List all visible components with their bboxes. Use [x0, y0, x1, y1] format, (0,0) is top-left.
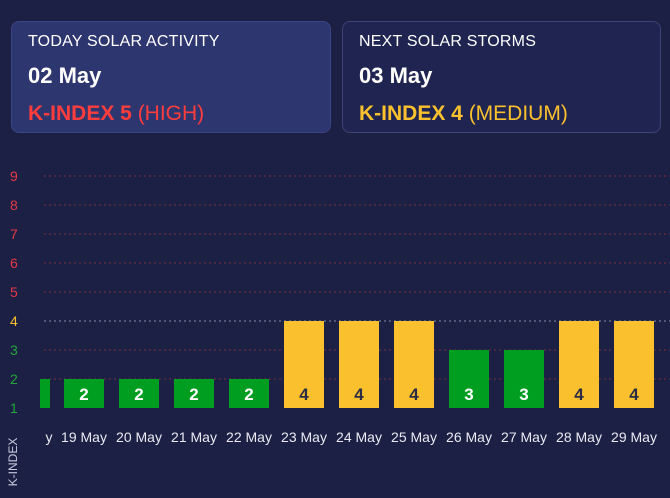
bar-25-may — [394, 321, 434, 408]
x-tick-label: 19 May — [61, 429, 107, 445]
today-kicker: TODAY SOLAR ACTIVITY — [28, 33, 220, 50]
x-tick-label: y — [46, 429, 53, 445]
x-tick-label: 24 May — [336, 429, 382, 445]
next-k-level: (MEDIUM) — [462, 102, 568, 125]
today-k-value: K-INDEX 5 — [28, 102, 132, 125]
y-tick-8: 8 — [10, 197, 18, 213]
x-tick-label: 20 May — [116, 429, 162, 445]
today-k-index: K-INDEX 5 (HIGH) — [28, 102, 314, 126]
x-tick-label: 23 May — [281, 429, 327, 445]
x-tick-label: 21 May — [171, 429, 217, 445]
bar-value-label: 4 — [629, 385, 639, 404]
bar-value-label: 4 — [299, 385, 309, 404]
bar-value-label: 3 — [464, 385, 473, 404]
bar-23-may — [284, 321, 324, 408]
y-tick-2: 2 — [10, 371, 18, 387]
y-tick-3: 3 — [10, 342, 18, 358]
x-tick-label: 29 May — [611, 429, 657, 445]
bar-value-label: 3 — [519, 385, 528, 404]
bar-value-label: 4 — [354, 385, 364, 404]
next-storms-card: NEXT SOLAR STORMS 03 May K-INDEX 4 (MEDI… — [342, 21, 661, 133]
bar-value-label: 4 — [409, 385, 419, 404]
y-tick-9: 9 — [10, 168, 18, 184]
k-index-chart: 1 2 3 4 5 6 7 8 9 y 2 19 May 2 20 May 2 21 May 2 22 May 4 2… — [0, 160, 670, 498]
x-tick-label: 26 May — [446, 429, 492, 445]
y-tick-4: 4 — [10, 313, 18, 329]
bar-value-label: 2 — [244, 385, 253, 404]
next-kicker: NEXT SOLAR STORMS — [359, 33, 537, 50]
bar-y — [40, 379, 50, 408]
y-tick-1: 1 — [10, 400, 18, 416]
bar-28-may — [559, 321, 599, 408]
next-k-value: K-INDEX 4 — [359, 102, 463, 125]
bar-value-label: 2 — [79, 385, 88, 404]
bar-22-may — [229, 379, 269, 408]
y-tick-7: 7 — [10, 226, 18, 242]
x-tick-label: 28 May — [556, 429, 602, 445]
bar-29-may — [614, 321, 654, 408]
bar-21-may — [174, 379, 214, 408]
k-index-bar-chart: 1 2 3 4 5 6 7 8 9 y 2 19 May 2 20 May 2 21 May 2 22 May 4 2… — [10, 168, 670, 445]
x-tick-label: 22 May — [226, 429, 272, 445]
next-k-index: K-INDEX 4 (MEDIUM) — [359, 102, 644, 126]
bar-27-may — [504, 350, 544, 408]
today-activity-card: TODAY SOLAR ACTIVITY 02 May K-INDEX 5 (H… — [11, 21, 331, 133]
y-tick-5: 5 — [10, 284, 18, 300]
today-k-level: (HIGH) — [131, 102, 205, 125]
next-date: 03 May — [359, 63, 433, 88]
x-tick-label: 27 May — [501, 429, 547, 445]
bar-19-may — [64, 379, 104, 408]
bar-20-may — [119, 379, 159, 408]
bar-value-label: 2 — [189, 385, 198, 404]
bar-24-may — [339, 321, 379, 408]
y-axis-label: K-INDEX — [6, 437, 20, 487]
x-tick-label: 25 May — [391, 429, 437, 445]
y-tick-6: 6 — [10, 255, 18, 271]
bar-value-label: 4 — [574, 385, 584, 404]
today-date: 02 May — [28, 63, 102, 88]
bar-26-may — [449, 350, 489, 408]
bar-value-label: 2 — [134, 385, 143, 404]
